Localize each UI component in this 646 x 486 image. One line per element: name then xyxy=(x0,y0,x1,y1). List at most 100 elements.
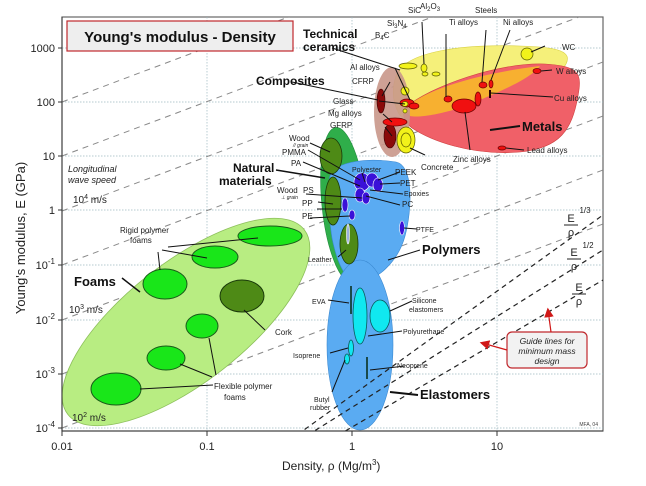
ceramic-bubbles xyxy=(396,47,534,154)
svg-text:GFRP: GFRP xyxy=(330,121,352,130)
svg-text:1/2: 1/2 xyxy=(582,241,594,250)
svg-text:W alloys: W alloys xyxy=(556,67,586,76)
svg-text:elastomers: elastomers xyxy=(409,307,444,314)
svg-text:ρ: ρ xyxy=(568,227,574,239)
guide-line-labels: E ρ 1/3 E ρ 1/2 E ρ xyxy=(564,206,594,308)
svg-text:1: 1 xyxy=(349,441,355,453)
svg-text:Technical: Technical xyxy=(303,27,357,41)
svg-text:Si3N4: Si3N4 xyxy=(387,19,407,30)
svg-text:Al2O3: Al2O3 xyxy=(420,2,441,13)
svg-text:Mg alloys: Mg alloys xyxy=(328,109,362,118)
ceramics-metals-overlap xyxy=(405,66,540,117)
svg-text:minimum mass: minimum mass xyxy=(518,346,576,356)
svg-text:Glass: Glass xyxy=(333,97,353,106)
svg-text:PS: PS xyxy=(303,186,314,195)
svg-text:Cu alloys: Cu alloys xyxy=(554,94,587,103)
guide-callout-text: Guide lines for minimum mass design xyxy=(518,336,576,366)
y-axis xyxy=(58,17,63,431)
chart-title: Young's modulus - Density xyxy=(84,29,276,46)
svg-text:B4C: B4C xyxy=(375,31,390,42)
svg-text:Longitudinal: Longitudinal xyxy=(68,164,118,174)
svg-text:Ti alloys: Ti alloys xyxy=(449,18,478,27)
svg-text:Elastomers: Elastomers xyxy=(420,387,490,402)
svg-text:104 m/s: 104 m/s xyxy=(73,194,107,206)
svg-text:10-3: 10-3 xyxy=(36,366,56,381)
svg-text:Flexible polymer: Flexible polymer xyxy=(214,382,273,391)
svg-text:PC: PC xyxy=(402,200,413,209)
y-tick-labels: 1000 100 10 1 10-1 10-2 10-3 10-4 xyxy=(31,43,56,435)
svg-text:E: E xyxy=(570,247,577,259)
polymer-bubbles xyxy=(341,172,405,245)
svg-text:materials: materials xyxy=(219,174,272,188)
family-labels: Technical ceramics Composites Metals Nat… xyxy=(74,27,562,402)
svg-text:foams: foams xyxy=(130,236,152,245)
leader-lines xyxy=(121,21,554,396)
svg-text:Silicone: Silicone xyxy=(412,298,437,305)
x-tick-labels: 0.01 0.1 1 10 xyxy=(51,441,503,453)
foam-bubbles xyxy=(90,225,303,406)
svg-text:10-2: 10-2 xyxy=(36,312,56,327)
svg-text:SiC: SiC xyxy=(408,6,421,15)
svg-text:foams: foams xyxy=(224,393,246,402)
svg-text:E: E xyxy=(575,282,582,294)
svg-text:1000: 1000 xyxy=(31,43,55,55)
svg-text:EVA: EVA xyxy=(312,299,326,306)
svg-text:PP: PP xyxy=(302,199,313,208)
callout-arrows xyxy=(479,307,554,351)
svg-text:rubber: rubber xyxy=(310,405,331,412)
svg-text:10-1: 10-1 xyxy=(36,257,56,272)
wave-speed-annotations: Longitudinal wave speed 104 m/s 103 m/s … xyxy=(68,164,118,424)
svg-text:PTFE: PTFE xyxy=(416,227,434,234)
svg-text:103 m/s: 103 m/s xyxy=(69,304,103,316)
svg-text:PET: PET xyxy=(400,179,416,188)
svg-text:PA: PA xyxy=(291,159,302,168)
svg-text:Cork: Cork xyxy=(275,328,293,337)
svg-text:Wood: Wood xyxy=(289,134,310,143)
svg-text:ceramics: ceramics xyxy=(303,40,355,54)
svg-text:Polyurethane: Polyurethane xyxy=(403,329,444,336)
svg-text:Guide lines for: Guide lines for xyxy=(520,336,576,346)
svg-text:Natural: Natural xyxy=(233,161,274,175)
credit: MFA, 04 xyxy=(579,422,598,428)
svg-text:Epoxies: Epoxies xyxy=(404,191,429,198)
elastomer-bubbles xyxy=(344,286,391,379)
svg-text:design: design xyxy=(534,356,559,366)
material-labels: SiC Al2O3 Si3N4 B4C Ti alloys Steels Ni … xyxy=(120,2,587,412)
svg-text:1/3: 1/3 xyxy=(579,206,591,215)
svg-text:Neoprene: Neoprene xyxy=(397,363,428,370)
svg-text:Zinc alloys: Zinc alloys xyxy=(453,155,491,164)
svg-text:ρ: ρ xyxy=(576,296,582,308)
svg-text:Rigid polymer: Rigid polymer xyxy=(120,226,169,235)
svg-text:10-4: 10-4 xyxy=(36,420,56,435)
svg-text:Wood: Wood xyxy=(277,186,298,195)
svg-text:Leather: Leather xyxy=(308,257,332,264)
svg-text:E: E xyxy=(567,213,574,225)
svg-text:10: 10 xyxy=(43,151,55,163)
svg-text:PMMA: PMMA xyxy=(282,148,307,157)
svg-text:Butyl: Butyl xyxy=(314,397,330,404)
svg-text:CFRP: CFRP xyxy=(352,77,374,86)
svg-text:100: 100 xyxy=(37,97,55,109)
svg-text:10: 10 xyxy=(491,441,503,453)
svg-text:wave speed: wave speed xyxy=(68,175,117,185)
svg-text:102 m/s: 102 m/s xyxy=(72,412,106,424)
svg-text:0.1: 0.1 xyxy=(199,441,214,453)
svg-text:WC: WC xyxy=(562,43,576,52)
svg-text:⊥ grain: ⊥ grain xyxy=(281,195,298,201)
svg-text:Polymers: Polymers xyxy=(422,242,481,257)
svg-text:Steels: Steels xyxy=(475,6,497,15)
svg-text:Ni alloys: Ni alloys xyxy=(503,18,533,27)
svg-text:ρ: ρ xyxy=(571,261,577,273)
svg-text:Foams: Foams xyxy=(74,274,116,289)
svg-text:Polyester: Polyester xyxy=(352,167,382,174)
svg-text:Lead alloys: Lead alloys xyxy=(527,146,567,155)
svg-text:PEEK: PEEK xyxy=(395,168,417,177)
x-axis xyxy=(61,430,603,436)
elastomers-envelope xyxy=(326,259,394,431)
svg-text:0.01: 0.01 xyxy=(51,441,72,453)
svg-text:Isoprene: Isoprene xyxy=(293,353,320,360)
cork-bubble xyxy=(219,279,265,313)
natural-bubbles xyxy=(319,137,359,265)
title-box xyxy=(66,20,294,52)
